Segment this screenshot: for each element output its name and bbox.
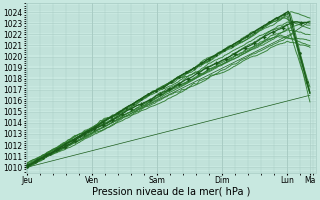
X-axis label: Pression niveau de la mer( hPa ): Pression niveau de la mer( hPa ) <box>92 187 251 197</box>
